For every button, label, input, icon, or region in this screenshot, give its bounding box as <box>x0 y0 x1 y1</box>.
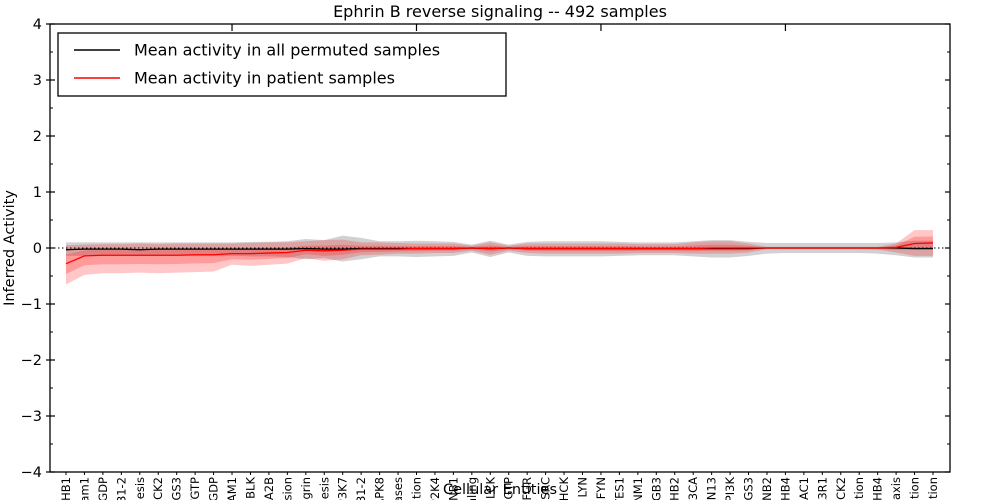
y-tick-label: 2 <box>33 129 42 145</box>
x-tick-label: PIK3CA <box>686 477 700 500</box>
x-tick-label: YES1 <box>612 477 626 500</box>
x-tick-label: MAPK8 <box>373 477 387 500</box>
x-tick-label: LCK <box>483 477 497 499</box>
series-line-1 <box>65 242 934 265</box>
x-tick-label: MAP2K4 <box>428 477 442 500</box>
x-tick-label: DNM1 <box>631 477 645 500</box>
legend: Mean activity in all permuted samples Mea… <box>57 32 507 97</box>
x-tick-label: PI3K <box>723 477 737 500</box>
x-tick-label: cell-cell signaling <box>465 477 479 500</box>
x-tick-label: Ephrin B1/EPHB1-2/Tiam1 <box>77 477 91 500</box>
x-tick-label: FGR <box>520 477 534 500</box>
bands-layer <box>66 230 933 285</box>
x-tick-label: RAC1 <box>797 477 811 500</box>
x-tick-label: cell adhesion <box>280 477 294 500</box>
y-tick-label: −2 <box>21 353 42 369</box>
x-axis-label: Cellular Entities <box>443 482 557 498</box>
x-tick-label: EFNB1 <box>446 477 460 500</box>
x-tick-label: alphaIIb/beta3 Integrin <box>299 477 313 500</box>
legend-label-1: Mean activity in patient samples <box>134 69 395 88</box>
x-tick-label: Ephrin B1/EPHB1-2 <box>354 477 368 500</box>
y-tick-label: 1 <box>33 185 42 201</box>
legend-label-0: Mean activity in all permuted samples <box>134 41 440 60</box>
x-tick-label: SRC <box>539 477 553 500</box>
x-tick-label: neuron projection morphogenesis <box>133 477 147 500</box>
y-tick-label: −1 <box>21 297 42 313</box>
series-lines-layer <box>50 242 950 265</box>
x-tick-label: chemotaxis <box>889 477 903 500</box>
x-tick-label: ITGB3 <box>649 477 663 500</box>
x-tick-label: Rac1/GTP <box>188 477 202 500</box>
x-tick-label: EPHB2 <box>668 477 682 500</box>
x-tick-label: LYN <box>576 477 590 498</box>
x-tick-label: BLK <box>243 477 257 499</box>
x-tick-label: Ephrin B2/EPHB1-2 <box>114 477 128 500</box>
x-tick-label: endothelial cell migration <box>409 477 423 500</box>
x-tick-label: EPHB4 <box>778 477 792 500</box>
x-tick-label: endothelial cell proliferation <box>852 477 866 500</box>
x-tick-label: regulation of focal adhesion formation <box>908 477 922 500</box>
x-tick-label: TIAM1 <box>225 477 239 500</box>
x-tick-label: angiogenesis <box>317 477 331 500</box>
x-tick-label: Ephrin B2/EPHB4 <box>871 477 885 500</box>
tick-labels-layer: 4 3 2 1 0 −1 −2 −3 −4 EPHB1 Ephrin B1/EPHB1-2/Tiam… <box>21 17 940 500</box>
chart-title: Ephrin B reverse signaling -- 492 sample… <box>333 2 667 21</box>
x-tick-label: EPHB1 <box>59 477 73 500</box>
band-1-inner <box>66 236 933 275</box>
band-1 <box>66 230 933 285</box>
axes-layer <box>46 23 951 475</box>
x-tick-label: PTPN13 <box>705 477 719 500</box>
x-tick-label: RGS3 <box>742 477 756 500</box>
y-tick-label: 3 <box>33 73 42 89</box>
y-tick-label: 0 <box>33 241 42 257</box>
legend-box <box>57 32 507 97</box>
x-tick-label: mol:GDP <box>96 477 110 500</box>
x-tick-label: EFNB2 <box>760 477 774 500</box>
y-tick-label: −3 <box>21 409 42 425</box>
x-tick-label: Ephrin B1/EPHB1-2/RGS3 <box>170 477 184 500</box>
x-tick-label: FYN <box>594 477 608 499</box>
x-tick-label: MAP3K7 <box>336 477 350 500</box>
x-tick-label: Rac1/GDP <box>207 477 221 500</box>
x-tick-label: mol:GTP <box>502 477 516 500</box>
x-tick-label: HCK <box>557 477 571 500</box>
y-axis-label: Inferred Activity <box>2 190 18 306</box>
x-tick-label: ITGA2B <box>262 477 276 500</box>
x-tick-label: Ephrin B1/EPHB1-2/Src Family Kinases <box>391 477 405 500</box>
x-tick-label: regulation of stress fiber formation <box>926 477 940 500</box>
y-tick-label: 4 <box>33 17 42 33</box>
y-tick-label: −4 <box>21 465 42 481</box>
x-tick-label: NCK2 <box>834 477 848 500</box>
x-tick-label: PIK3R1 <box>815 477 829 500</box>
x-tick-label: Ephrin B1/EPHB1-2/NCK2 <box>151 477 165 500</box>
